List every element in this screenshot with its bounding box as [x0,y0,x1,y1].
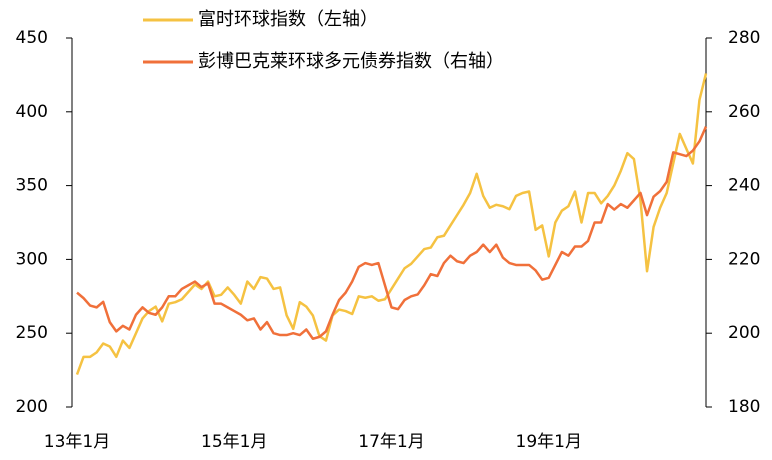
y-tick-label: 350 [16,176,48,196]
x-tick-label: 13年1月 [44,432,110,452]
y2-tick-label: 180 [728,397,760,417]
y2-tick-label: 220 [728,249,760,269]
series-line [76,126,708,340]
y-tick-label: 450 [16,28,48,48]
x-tick-label: 19年1月 [516,432,582,452]
legend-label: 富时环球指数（左轴） [198,9,378,30]
y-tick-label: 300 [16,249,48,269]
y2-tick-label: 280 [728,28,760,48]
y2-tick-label: 260 [728,102,760,122]
y2-tick-label: 240 [728,176,760,196]
x-tick-label: 15年1月 [201,432,267,452]
series-line [75,73,708,375]
y-tick-label: 400 [16,102,48,122]
y-tick-label: 250 [16,323,48,343]
legend-label: 彭博巴克莱环球多元债券指数（右轴） [198,51,504,72]
x-tick-label: 17年1月 [358,432,424,452]
y2-tick-label: 200 [728,323,760,343]
y-tick-label: 200 [16,397,48,417]
